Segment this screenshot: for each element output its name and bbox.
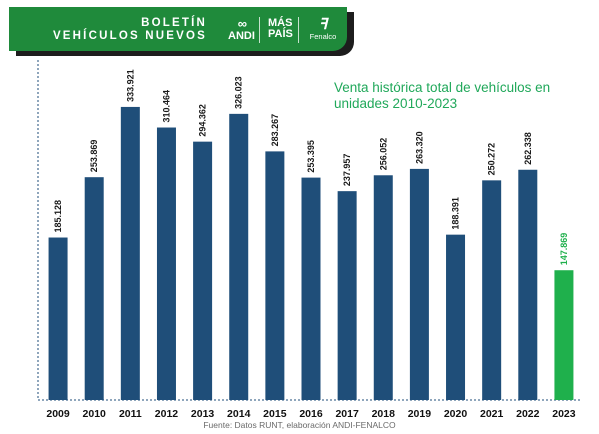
data-label-2012: 310.464 <box>161 90 171 123</box>
mas-pais-logo-line1: MÁS <box>268 17 293 29</box>
x-tick-label-2012: 2012 <box>155 408 179 420</box>
andi-logo-text: ANDI <box>228 30 255 42</box>
andi-logo-icon: ∞ <box>237 16 247 31</box>
x-tick-label-2011: 2011 <box>119 408 142 420</box>
mas-pais-logo-line2: PAÍS <box>268 28 293 40</box>
data-label-2019: 263.320 <box>414 131 424 164</box>
data-label-2016: 253.395 <box>306 140 316 173</box>
bar-2014 <box>229 113 249 400</box>
data-label-2009: 185.128 <box>53 200 63 233</box>
bar-2009 <box>48 237 68 400</box>
data-label-2014: 326.023 <box>234 76 244 109</box>
bar-2020 <box>446 234 466 400</box>
data-label-2011: 333.921 <box>125 69 135 102</box>
bar-2011 <box>120 106 140 401</box>
bar-2010 <box>84 177 104 400</box>
logo-divider <box>298 17 299 43</box>
mas-pais-logo: MÁS PAÍS <box>268 18 293 40</box>
bar-2015 <box>265 151 285 400</box>
bar-2012 <box>156 127 176 400</box>
data-label-2015: 283.267 <box>270 114 280 147</box>
x-tick-label-2009: 2009 <box>46 408 70 420</box>
x-tick-label-2016: 2016 <box>299 408 323 420</box>
bar-2018 <box>373 175 393 400</box>
source-note: Fuente: Datos RUNT, elaboración ANDI-FEN… <box>203 420 396 430</box>
bar-2019 <box>409 168 429 400</box>
data-label-2021: 250.272 <box>487 143 497 176</box>
data-label-2017: 237.957 <box>342 154 352 187</box>
bar-2021 <box>482 180 502 400</box>
data-label-2013: 294.362 <box>198 104 208 137</box>
bar-2013 <box>193 141 213 400</box>
fenalco-logo-text: Fenalco <box>309 32 337 41</box>
x-tick-label-2010: 2010 <box>83 408 107 420</box>
x-tick-label-2015: 2015 <box>263 408 287 420</box>
fenalco-logo-icon: ꟻ <box>318 16 328 33</box>
bar-2023 <box>554 270 574 400</box>
data-label-2022: 262.338 <box>523 132 533 165</box>
bar-2017 <box>337 191 357 400</box>
x-tick-label-2020: 2020 <box>444 408 468 420</box>
banner-title-line2: VEHÍCULOS NUEVOS <box>52 30 207 42</box>
x-tick-label-2013: 2013 <box>191 408 215 420</box>
data-label-2020: 188.391 <box>451 197 461 230</box>
bar-2016 <box>301 177 321 400</box>
banner: BOLETÍN VEHÍCULOS NUEVOS ∞ ANDI MÁS PAÍS… <box>9 7 347 51</box>
banner-title-line1: BOLETÍN <box>141 17 207 29</box>
data-label-2023: 147.869 <box>559 233 569 266</box>
x-tick-label-2022: 2022 <box>516 408 540 420</box>
logo-divider <box>259 17 260 43</box>
banner-title: BOLETÍN VEHÍCULOS NUEVOS <box>37 17 207 43</box>
fenalco-logo: ꟻ Fenalco <box>301 17 345 41</box>
x-tick-label-2021: 2021 <box>480 408 504 420</box>
data-label-2010: 253.869 <box>89 140 99 173</box>
bar-2022 <box>518 169 538 400</box>
chart-title: Venta histórica total de vehículos en un… <box>334 80 551 111</box>
x-tick-label-2018: 2018 <box>372 408 396 420</box>
data-label-2018: 256.052 <box>378 138 388 171</box>
andi-logo: ∞ ANDI <box>228 16 255 42</box>
x-tick-label-2023: 2023 <box>552 408 576 420</box>
x-tick-label-2014: 2014 <box>227 408 251 420</box>
x-tick-label-2019: 2019 <box>408 408 432 420</box>
x-tick-label-2017: 2017 <box>335 408 359 420</box>
